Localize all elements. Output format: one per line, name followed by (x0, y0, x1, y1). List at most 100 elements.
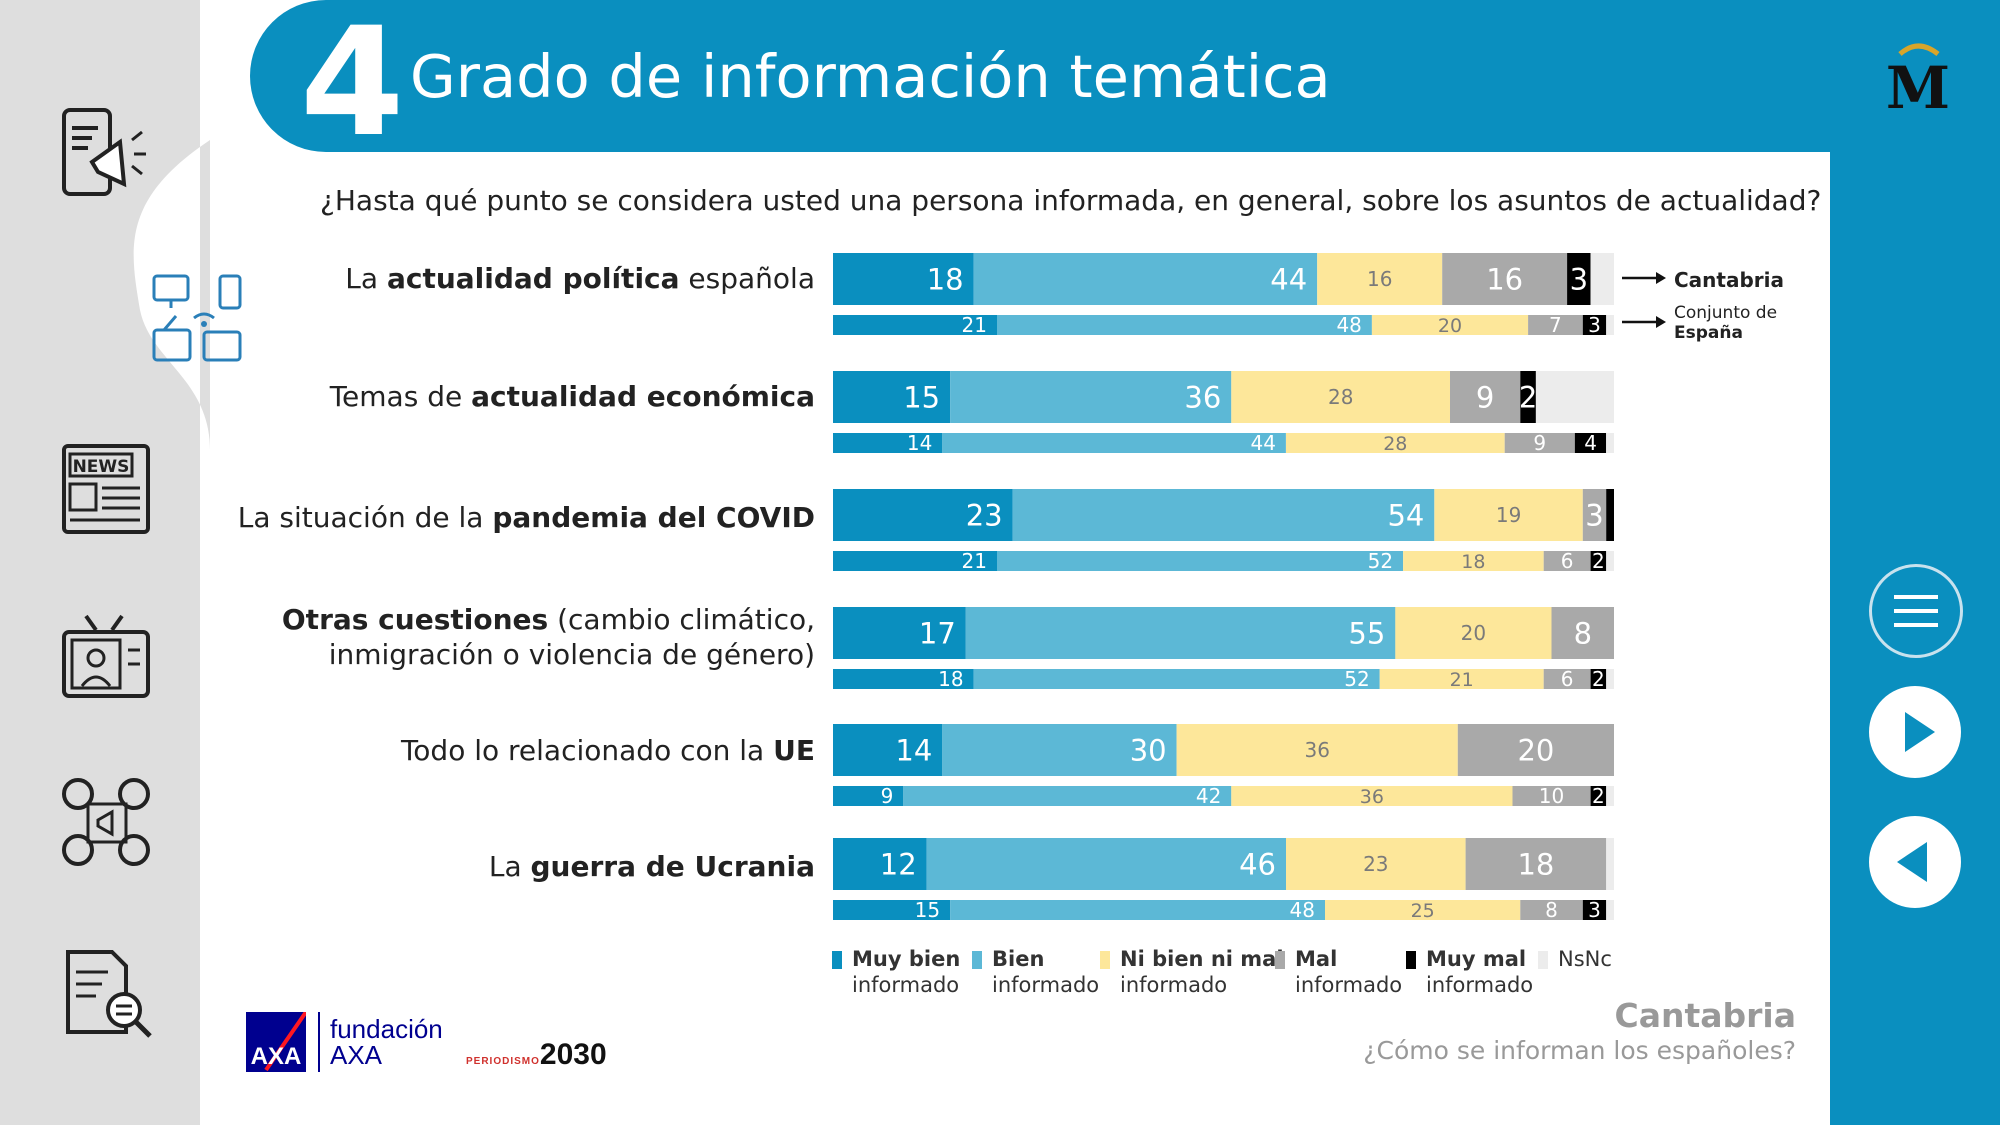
data-label-cantabria-row1-seg4: 2 (1519, 380, 1537, 414)
bar-segment-espana-row4-seg3 (1512, 786, 1591, 806)
bar-segment-espana-row0-seg4 (1582, 315, 1607, 335)
data-label-espana-row4-seg0: 9 (881, 784, 894, 808)
bar-segment-cantabria-row2-seg1 (1012, 489, 1435, 541)
newspaper-icon: NEWS (62, 444, 150, 534)
data-label-espana-row2-seg1: 52 (1368, 549, 1393, 573)
svg-text:NEWS: NEWS (73, 457, 130, 477)
bar-segment-cantabria-row4-seg3 (1457, 724, 1614, 776)
data-label-espana-row0-seg4: 3 (1588, 313, 1601, 337)
legend-item-3: Mal informado (1275, 946, 1402, 998)
legend-swatch (972, 951, 982, 969)
bar-segment-espana-row2-seg2 (1403, 551, 1544, 571)
legend-label-sub: informado (852, 973, 960, 997)
bar-segment-espana-row5-seg0 (833, 900, 951, 920)
bar-segment-cantabria-row1-seg4 (1520, 371, 1536, 423)
category-label-bold: actualidad política (386, 262, 680, 295)
hamburger-icon (1894, 595, 1938, 627)
bar-segment-espana-row3-seg0 (833, 669, 974, 689)
legend-swatch (1406, 951, 1416, 969)
data-label-cantabria-row1-seg2: 28 (1328, 385, 1353, 409)
data-label-cantabria-row0-seg1: 44 (1270, 262, 1307, 296)
legend-label-sub: informado (1120, 973, 1228, 997)
data-label-espana-row4-seg1: 42 (1196, 784, 1221, 808)
bar-segment-cantabria-row0-seg5 (1590, 253, 1614, 305)
fundacion-axa-text: fundación AXA (330, 1016, 443, 1068)
data-label-espana-row3-seg3: 6 (1561, 667, 1574, 691)
next-button[interactable] (1869, 686, 1961, 778)
data-label-cantabria-row4-seg3: 20 (1517, 733, 1554, 767)
play-right-icon (1905, 712, 1935, 752)
fundacion-line-1: fundación (330, 1014, 443, 1044)
data-label-cantabria-row2-seg2: 19 (1496, 503, 1521, 527)
category-label-text: La situación de la (237, 501, 493, 534)
data-label-espana-row0-seg1: 48 (1336, 313, 1361, 337)
bar-segment-espana-row3-seg5 (1606, 669, 1614, 689)
data-label-espana-row1-seg2: 28 (1383, 433, 1407, 455)
bar-segment-cantabria-row3-seg2 (1395, 607, 1552, 659)
data-label-espana-row5-seg4: 3 (1588, 898, 1601, 922)
data-label-cantabria-row2-seg3: 3 (1585, 498, 1603, 532)
data-label-espana-row3-seg0: 18 (938, 667, 963, 691)
data-label-cantabria-row1-seg0: 15 (903, 380, 940, 414)
bar-segment-espana-row0-seg3 (1528, 315, 1583, 335)
data-label-espana-row5-seg2: 25 (1411, 900, 1435, 922)
category-label-text: La (345, 262, 387, 295)
data-label-cantabria-row2-seg0: 23 (966, 498, 1003, 532)
data-label-espana-row1-seg1: 44 (1251, 431, 1276, 455)
data-label-espana-row5-seg0: 15 (915, 898, 940, 922)
footer-region: Cantabria (1614, 996, 1797, 1035)
category-label-bold: guerra de Ucrania (530, 850, 815, 883)
megaphone-phone-icon (62, 108, 146, 196)
legend-item-0: Muy bien informado (832, 946, 960, 998)
category-label-bold: actualidad económica (471, 380, 815, 413)
series-note-sub-2: España (1674, 323, 1743, 343)
bar-segment-espana-row0-seg0 (833, 315, 997, 335)
category-label-text: española (679, 262, 815, 295)
data-label-cantabria-row5-seg3: 18 (1517, 847, 1554, 881)
bar-segment-espana-row0-seg2 (1371, 315, 1529, 335)
legend-label: Muy mal (1426, 947, 1527, 971)
bar-segment-cantabria-row3-seg3 (1551, 607, 1614, 659)
data-label-espana-row1-seg4: 4 (1584, 431, 1597, 455)
bar-segment-espana-row0-seg1 (997, 315, 1372, 335)
data-label-espana-row3-seg1: 52 (1344, 667, 1369, 691)
data-label-espana-row2-seg3: 6 (1561, 549, 1574, 573)
tv-presenter-icon (62, 614, 150, 698)
legend-item-5: NsNc (1538, 946, 1612, 972)
bar-segment-cantabria-row2-seg2 (1434, 489, 1583, 541)
data-label-espana-row5-seg1: 48 (1290, 898, 1315, 922)
category-label-bold: Otras cuestiones (281, 603, 549, 636)
bar-segment-cantabria-row2-seg0 (833, 489, 1013, 541)
data-label-cantabria-row0-seg0: 18 (927, 262, 964, 296)
legend-swatch (1100, 951, 1110, 969)
data-label-espana-row0-seg3: 7 (1549, 313, 1562, 337)
play-left-icon (1897, 842, 1927, 882)
data-label-espana-row4-seg2: 36 (1360, 786, 1384, 808)
category-label-text: Todo lo relacionado con la (400, 734, 774, 767)
bar-segment-espana-row0-seg5 (1606, 315, 1614, 335)
data-label-cantabria-row0-seg2: 16 (1367, 267, 1392, 291)
header-band (250, 0, 1830, 152)
category-label-5: La guerra de Ucrania (489, 849, 815, 884)
bar-segment-espana-row4-seg2 (1231, 786, 1513, 806)
bar-segment-espana-row5-seg4 (1582, 900, 1607, 920)
bar-segment-cantabria-row1-seg1 (950, 371, 1232, 423)
bar-segment-espana-row3-seg1 (973, 669, 1380, 689)
footer-divider (318, 1012, 320, 1072)
bar-segment-cantabria-row3-seg0 (833, 607, 966, 659)
bar-segment-espana-row2-seg3 (1543, 551, 1591, 571)
category-label-text: Temas de (329, 380, 472, 413)
data-label-cantabria-row0-seg4: 3 (1570, 262, 1588, 296)
menu-button[interactable] (1869, 564, 1963, 658)
bar-segment-cantabria-row1-seg2 (1231, 371, 1450, 423)
bar-segment-espana-row2-seg1 (997, 551, 1404, 571)
previous-button[interactable] (1869, 816, 1961, 908)
legend-label-sub: informado (992, 973, 1100, 997)
bar-segment-espana-row4-seg0 (833, 786, 904, 806)
data-label-cantabria-row2-seg1: 54 (1387, 498, 1424, 532)
bar-segment-espana-row5-seg3 (1520, 900, 1583, 920)
bar-segment-cantabria-row2-seg4 (1606, 489, 1614, 541)
series-note-sub-1: Conjunto de (1674, 303, 1778, 323)
bar-segment-cantabria-row1-seg3 (1450, 371, 1521, 423)
legend-item-2: Ni bien ni mal informado (1100, 946, 1284, 998)
